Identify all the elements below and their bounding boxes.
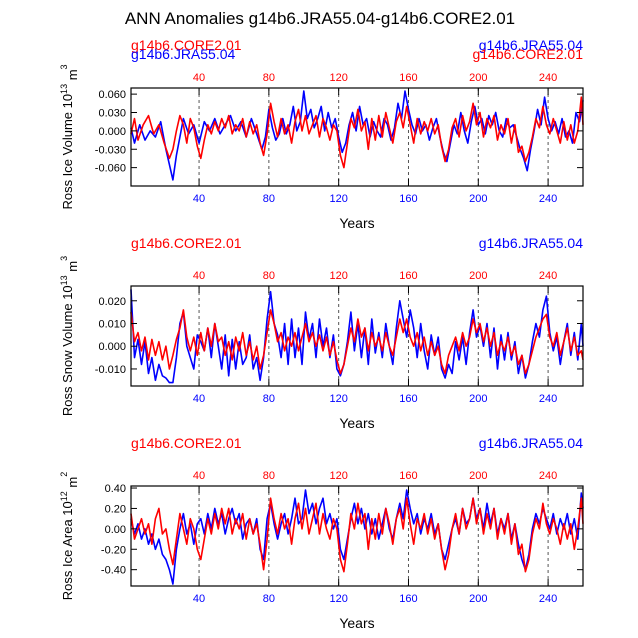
- x-tick-label: 160: [399, 193, 417, 205]
- x-tick-label-top: 160: [399, 270, 417, 282]
- y-tick-label: -0.030: [95, 144, 126, 156]
- y-tick-label: 0.060: [98, 89, 126, 101]
- y-tick-label: -0.20: [101, 544, 126, 556]
- x-tick-label: 160: [399, 593, 417, 605]
- x-tick-label: 200: [469, 593, 487, 605]
- x-tick-label-top: 40: [193, 470, 205, 482]
- x-tick-label-top: 120: [329, 270, 347, 282]
- x-tick-label: 240: [539, 393, 557, 405]
- x-tick-label-top: 120: [329, 470, 347, 482]
- x-tick-label-top: 200: [469, 270, 487, 282]
- y-tick-label: 0.000: [98, 341, 126, 353]
- series-line-core: [130, 309, 584, 375]
- x-tick-label: 120: [329, 593, 347, 605]
- legend-left-entry: g14b6.CORE2.01: [131, 37, 242, 53]
- x-tick-label: 160: [399, 393, 417, 405]
- y-tick-label: -0.010: [95, 364, 126, 376]
- legend-right-entry: g14b6.JRA55.04: [479, 435, 584, 451]
- y-tick-label: -0.060: [95, 163, 126, 175]
- x-tick-label: 80: [263, 593, 275, 605]
- x-tick-label-top: 40: [193, 72, 205, 84]
- y-tick-label: 0.020: [98, 296, 126, 308]
- x-axis-title: Years: [339, 215, 374, 231]
- plot-frame: [130, 87, 584, 187]
- x-tick-label-top: 240: [539, 270, 557, 282]
- x-tick-label: 80: [263, 393, 275, 405]
- y-tick-label: 0.00: [105, 524, 126, 536]
- x-tick-label-top: 40: [193, 270, 205, 282]
- x-tick-label: 240: [539, 193, 557, 205]
- x-tick-label-top: 240: [539, 72, 557, 84]
- y-tick-label: -0.40: [101, 565, 126, 577]
- y-tick-label: 0.20: [105, 503, 126, 515]
- legend-left-entry: g14b6.JRA55.04: [131, 46, 236, 62]
- x-axis-title: Years: [339, 615, 374, 631]
- y-tick-label: 0.010: [98, 319, 126, 331]
- legend-right-entry: g14b6.CORE2.01: [472, 46, 583, 62]
- x-tick-label-top: 200: [469, 72, 487, 84]
- x-tick-label: 200: [469, 393, 487, 405]
- y-tick-label: 0.000: [98, 126, 126, 138]
- y-tick-label: 0.40: [105, 483, 126, 495]
- plot-frame: [130, 485, 584, 587]
- y-axis-title: Ross Ice Area 1012 m2: [59, 472, 80, 600]
- x-tick-label: 200: [469, 193, 487, 205]
- x-axis-title: Years: [339, 415, 374, 431]
- x-tick-label-top: 240: [539, 470, 557, 482]
- legend-right-entry: g14b6.JRA55.04: [479, 235, 584, 251]
- y-axis-title: Ross Snow Volume 1013 m3: [59, 256, 80, 416]
- series-line-core: [130, 497, 584, 573]
- x-tick-label-top: 120: [329, 72, 347, 84]
- y-tick-label: 0.030: [98, 108, 126, 120]
- series-line-core: [130, 96, 584, 169]
- main-title: ANN Anomalies g14b6.JRA55.04-g14b6.CORE2…: [125, 9, 515, 28]
- plot-frame: [130, 285, 584, 387]
- panel-1: -0.060 -0.030 0.000 0.030 0.060 40 40 80 80 120 12…: [59, 37, 584, 231]
- x-tick-label: 80: [263, 193, 275, 205]
- x-tick-label-top: 160: [399, 470, 417, 482]
- x-tick-label-top: 80: [263, 72, 275, 84]
- x-tick-label-top: 80: [263, 470, 275, 482]
- legend-right-entry: g14b6.JRA55.04: [479, 37, 584, 53]
- x-tick-label-top: 80: [263, 270, 275, 282]
- x-tick-label-top: 160: [399, 72, 417, 84]
- legend-left-entry: g14b6.CORE2.01: [131, 235, 242, 251]
- x-tick-label: 40: [193, 393, 205, 405]
- x-tick-label: 120: [329, 393, 347, 405]
- x-tick-label: 120: [329, 193, 347, 205]
- x-tick-label: 40: [193, 193, 205, 205]
- legend-left-entry: g14b6.CORE2.01: [131, 435, 242, 451]
- y-axis-title: Ross Ice Volume 1013 m3: [59, 64, 80, 209]
- x-tick-label: 240: [539, 593, 557, 605]
- panel-3: -0.40 -0.20 0.00 0.20 0.40 40 40 80 80 120 120 160 1…: [59, 435, 584, 631]
- x-tick-label: 40: [193, 593, 205, 605]
- panel-2: -0.010 0.000 0.010 0.020 40 40 80 80 120 120 160 16…: [59, 235, 584, 431]
- x-tick-label-top: 200: [469, 470, 487, 482]
